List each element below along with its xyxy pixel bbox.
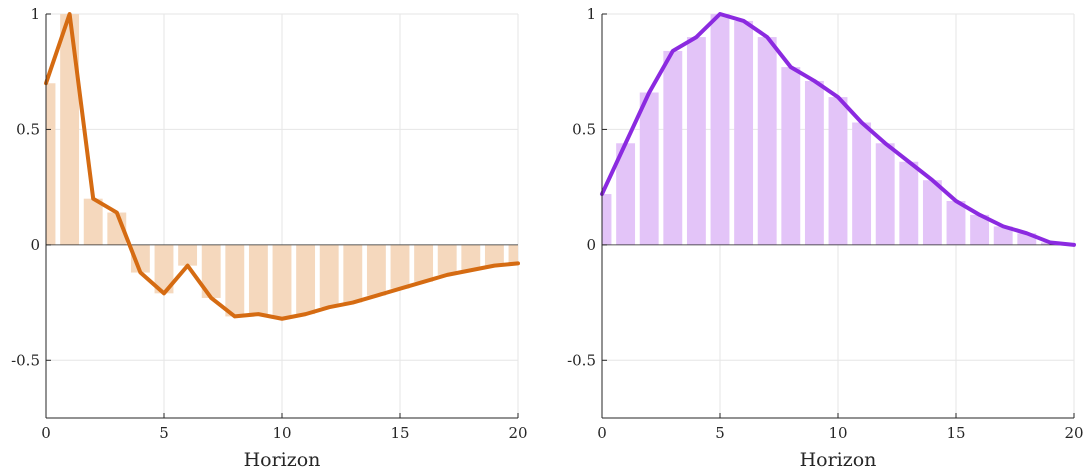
y-tick-label-2: 0.5: [16, 120, 40, 138]
bar-9: [248, 244, 268, 315]
bar-1: [616, 143, 636, 245]
bar-13: [899, 161, 919, 245]
bar-20: [508, 244, 518, 264]
bar-8: [781, 67, 801, 245]
bar-11: [852, 122, 872, 245]
bar-2: [83, 198, 103, 245]
bar-10: [272, 244, 292, 319]
bar-0: [46, 83, 56, 245]
x-tick-label-0: 0: [41, 424, 51, 442]
y-tick-label-1: 0: [30, 236, 40, 254]
bar-16: [970, 214, 990, 245]
chart-panel-2: 0 5 10 15 20 -0.5 0 0.5 1 Horizon: [567, 5, 1083, 471]
bar-1: [60, 14, 80, 245]
bar-14: [366, 244, 386, 296]
y-tick-label-1: 0: [586, 236, 596, 254]
x-tick-label-1: 5: [715, 424, 725, 442]
series-line: [44, 12, 520, 321]
x-tick-label-3: 15: [390, 424, 409, 442]
bar-15: [390, 244, 410, 289]
bar-11: [296, 244, 316, 315]
bar-13: [343, 244, 363, 303]
bar-16: [414, 244, 434, 282]
bar-5: [710, 14, 730, 245]
y-tick-label-3: 1: [586, 5, 596, 23]
y-tick-label-3: 1: [30, 5, 40, 23]
bar-0: [602, 194, 612, 245]
x-tick-label-4: 20: [1064, 424, 1083, 442]
bar-5: [154, 244, 174, 294]
x-tick-label-0: 0: [597, 424, 607, 442]
y-tick-label-2: 0.5: [572, 120, 596, 138]
bar-14: [922, 180, 942, 245]
x-tick-label-1: 5: [159, 424, 169, 442]
bar-18: [1017, 233, 1037, 245]
bar-19: [484, 244, 504, 266]
bar-7: [757, 37, 777, 245]
y-tick-label-0: -0.5: [11, 351, 40, 369]
y-tick-label-0: -0.5: [567, 351, 596, 369]
x-axis-label: Horizon: [244, 449, 321, 471]
bar-8: [225, 244, 245, 317]
bar-17: [993, 226, 1013, 245]
bar-2: [639, 92, 659, 245]
bar-9: [804, 80, 824, 245]
bar-6: [734, 20, 754, 245]
bar-15: [946, 200, 966, 245]
series-line: [600, 12, 1076, 247]
bar-18: [461, 244, 481, 271]
bar-7: [201, 244, 221, 298]
chart-panel-1: 0 5 10 15 20 -0.5 0 0.5 1 Horizon: [11, 5, 527, 471]
bar-4: [686, 37, 706, 245]
bar-10: [828, 97, 848, 245]
x-tick-label-2: 10: [828, 424, 847, 442]
x-tick-label-3: 15: [946, 424, 965, 442]
bar-6: [178, 244, 198, 266]
x-tick-label-4: 20: [508, 424, 527, 442]
bar-3: [663, 50, 683, 245]
bar-12: [319, 244, 339, 308]
x-axis-label: Horizon: [800, 449, 877, 471]
bar-12: [875, 143, 895, 245]
bar-17: [437, 244, 457, 275]
x-tick-label-2: 10: [272, 424, 291, 442]
